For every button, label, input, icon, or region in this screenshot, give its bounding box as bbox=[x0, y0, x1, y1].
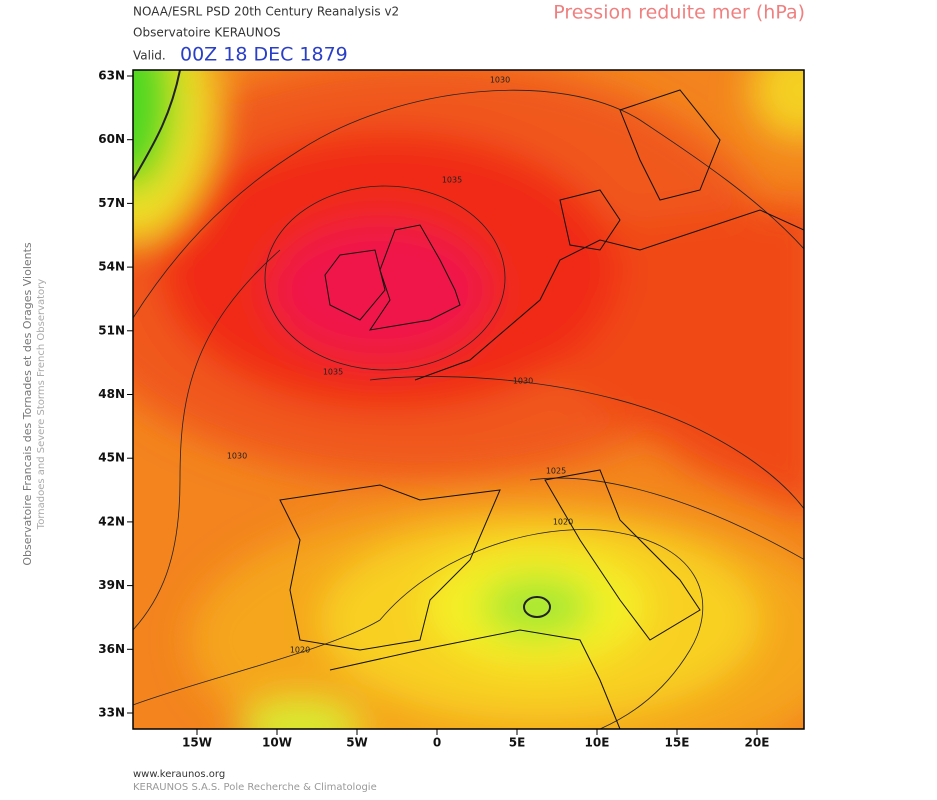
footer-url: www.keraunos.org bbox=[133, 769, 225, 780]
lon-label: 15E bbox=[665, 736, 690, 750]
side-text: Tornadoes and Severe Storms French Obser… bbox=[36, 279, 47, 530]
lat-label: 33N bbox=[98, 706, 125, 720]
map-frame bbox=[132, 69, 805, 730]
coastlines bbox=[279, 89, 804, 729]
lat-label: 60N bbox=[98, 132, 125, 146]
lon-label: 10E bbox=[585, 736, 610, 750]
footer-company: KERAUNOS S.A.S. Pole Recherche & Climato… bbox=[133, 782, 377, 793]
lon-label: 5E bbox=[509, 736, 526, 750]
lat-label: 39N bbox=[98, 578, 125, 592]
pressure-field bbox=[133, 70, 804, 729]
lat-label: 42N bbox=[98, 514, 125, 528]
org-text: Observatoire KERAUNOS bbox=[133, 26, 281, 40]
contour-label: 1020 bbox=[290, 646, 310, 655]
valid-time: 00Z 18 DEC 1879 bbox=[180, 44, 348, 66]
lat-label: 36N bbox=[98, 642, 125, 656]
contour-label: 1030 bbox=[227, 452, 247, 461]
lat-label: 54N bbox=[98, 260, 125, 274]
lon-label: 20E bbox=[745, 736, 770, 750]
contour-label: 1035 bbox=[323, 368, 343, 377]
lat-label: 51N bbox=[98, 323, 125, 337]
field-title: Pression reduite mer (hPa) bbox=[553, 2, 805, 24]
lon-label: 5W bbox=[346, 736, 368, 750]
contour-label: 1035 bbox=[442, 176, 462, 185]
contour-label: 1030 bbox=[513, 377, 533, 386]
lat-label: 57N bbox=[98, 196, 125, 210]
source-text: NOAA/ESRL PSD 20th Century Reanalysis v2 bbox=[133, 5, 399, 19]
valid-label: Valid. bbox=[133, 49, 166, 63]
contour-label: 1020 bbox=[553, 518, 573, 527]
lon-label: 0 bbox=[433, 736, 441, 750]
lon-label: 15W bbox=[182, 736, 212, 750]
lon-label: 10W bbox=[262, 736, 292, 750]
contour-label: 1025 bbox=[546, 467, 566, 476]
lat-label: 45N bbox=[98, 451, 125, 465]
lat-label: 48N bbox=[98, 387, 125, 401]
contour-label: 1030 bbox=[490, 76, 510, 85]
lat-label: 63N bbox=[98, 69, 125, 83]
side-text: Observatoire Francais des Tornades et de… bbox=[21, 242, 34, 566]
